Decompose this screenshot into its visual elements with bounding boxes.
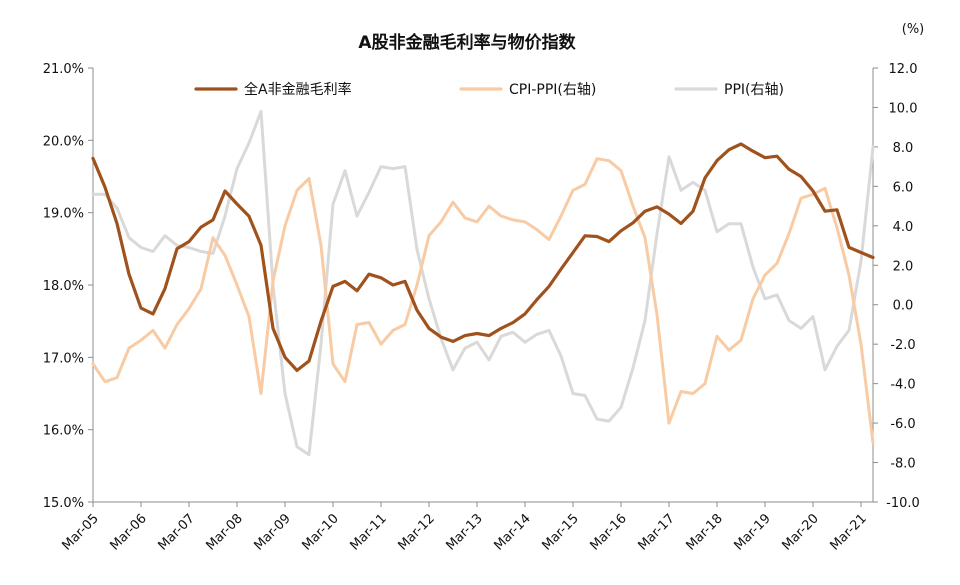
- x-axis-tick-label: Mar-11: [347, 511, 389, 553]
- left-axis-tick-label: 15.0%: [43, 496, 84, 511]
- x-axis-tick-label: Mar-16: [587, 511, 629, 553]
- legend-label-0: 全A非金融毛利率: [244, 81, 352, 98]
- x-axis-tick-label: Mar-06: [107, 511, 149, 553]
- x-axis-tick-label: Mar-12: [395, 511, 437, 553]
- x-axis-tick-label: Mar-09: [251, 511, 293, 553]
- series-line-2: [91, 109, 875, 457]
- legend-label-1: CPI-PPI(右轴): [509, 82, 596, 98]
- right-axis-tick-label: 4.0: [893, 220, 914, 235]
- series-line-1: [91, 157, 875, 445]
- right-axis-tick-label: -8.0: [890, 457, 915, 472]
- right-axis-tick-label: -10.0: [886, 496, 920, 511]
- legend-label-2: PPI(右轴): [724, 82, 784, 98]
- right-axis-unit: (%): [902, 22, 925, 37]
- legend: 全A非金融毛利率 CPI-PPI(右轴) PPI(右轴): [194, 81, 784, 98]
- series-layer: [91, 109, 875, 457]
- x-axis-tick-label: Mar-20: [779, 511, 821, 553]
- x-axis-tick-label: Mar-07: [155, 511, 197, 553]
- left-axis-tick-label: 20.0%: [43, 134, 84, 149]
- right-axis-tick-label: 12.0: [889, 62, 918, 77]
- right-axis-tick-label: 8.0: [893, 141, 914, 156]
- axes: 15.0% 16.0% 17.0% 18.0% 19.0% 20.0% 21.0% -10.0…: [43, 62, 920, 554]
- right-axis-tick-label: -6.0: [890, 417, 915, 432]
- left-axis-tick-label: 18.0%: [43, 279, 84, 294]
- right-axis-tick-label: -2.0: [890, 338, 915, 353]
- chart-title: A股非金融毛利率与物价指数: [358, 32, 576, 53]
- right-axis-tick-label: 2.0: [893, 259, 914, 274]
- right-axis-tick-label: 10.0: [889, 101, 918, 116]
- x-axis-tick-label: Mar-13: [443, 511, 485, 553]
- series-line-0: [91, 142, 875, 372]
- x-axis-tick-label: Mar-18: [683, 511, 725, 553]
- x-axis-tick-label: Mar-14: [491, 511, 533, 553]
- x-axis-tick-label: Mar-21: [827, 511, 869, 553]
- left-axis-tick-label: 17.0%: [43, 351, 84, 366]
- x-axis-tick-label: Mar-05: [59, 511, 101, 553]
- left-axis-tick-label: 21.0%: [43, 62, 84, 77]
- right-axis-tick-label: -4.0: [890, 378, 915, 393]
- x-axis-tick-label: Mar-10: [299, 511, 341, 553]
- left-axis-tick-label: 16.0%: [43, 424, 84, 439]
- x-axis-tick-label: Mar-19: [731, 511, 773, 553]
- x-axis-tick-label: Mar-15: [539, 511, 581, 553]
- right-axis-tick-label: 0.0: [893, 299, 914, 314]
- x-axis-tick-label: Mar-08: [203, 511, 245, 553]
- left-axis-tick-label: 19.0%: [43, 207, 84, 222]
- right-axis-tick-label: 6.0: [893, 180, 914, 195]
- x-axis-tick-label: Mar-17: [635, 511, 677, 553]
